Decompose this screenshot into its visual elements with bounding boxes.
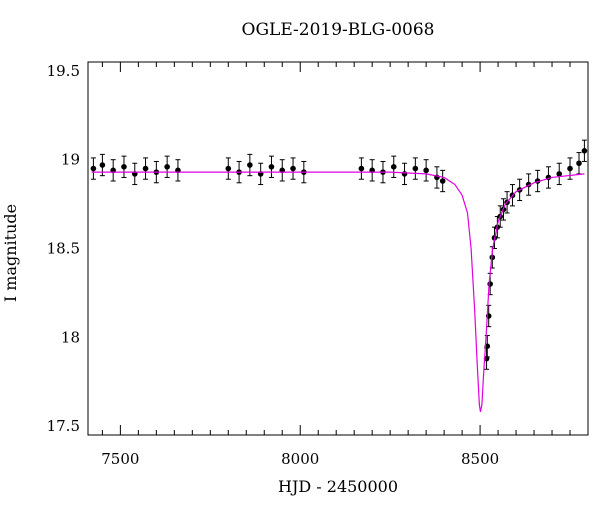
axes-frame-layer (87, 61, 589, 436)
model-curve (91, 171, 585, 413)
data-marker (439, 178, 446, 184)
data-marker (142, 165, 149, 172)
x-tick-label: 8000 (281, 450, 319, 468)
data-point (142, 157, 149, 180)
data-point (390, 155, 397, 178)
data-marker (390, 163, 397, 170)
data-marker (423, 167, 429, 174)
data-point (576, 152, 582, 175)
data-point (175, 159, 181, 182)
data-point (164, 155, 170, 178)
x-tick-label: 7500 (101, 450, 139, 468)
y-tick-label: 17.5 (47, 417, 80, 435)
data-point (581, 139, 588, 162)
data-point (358, 157, 365, 180)
data-marker (90, 165, 97, 172)
data-point (121, 155, 127, 178)
data-marker (401, 171, 408, 177)
data-marker (225, 165, 232, 172)
data-marker (164, 163, 170, 170)
data-point (369, 159, 375, 182)
plot-frame (87, 61, 589, 436)
data-point (439, 169, 446, 193)
y-axis-label: I magnitude (1, 203, 20, 303)
y-tick-label: 18 (61, 328, 80, 346)
x-tick-label: 8500 (461, 450, 499, 468)
data-marker (567, 165, 573, 172)
data-point (279, 159, 286, 182)
data-marker (487, 281, 493, 287)
y-tick-label: 19 (61, 151, 80, 169)
data-point (534, 169, 541, 193)
data-marker (99, 162, 106, 168)
data-marker (556, 171, 563, 177)
data-marker (576, 160, 582, 167)
data-marker (121, 163, 127, 170)
data-point (257, 162, 264, 186)
data-marker (247, 162, 253, 168)
data-marker (412, 165, 419, 172)
x-axis-label: HJD - 2450000 (277, 477, 399, 496)
data-point (434, 166, 440, 189)
data-point (556, 162, 563, 186)
data-point (423, 159, 429, 182)
data-marker (290, 165, 296, 172)
data-marker (358, 165, 365, 172)
data-point (225, 157, 232, 180)
chart-title: OGLE-2019-BLG-0068 (241, 20, 435, 40)
data-point (290, 157, 296, 180)
y-tick-label: 18.5 (47, 240, 80, 258)
data-marker (268, 163, 275, 170)
data-point (90, 157, 97, 180)
data-point (401, 162, 408, 186)
data-point (131, 162, 138, 186)
plot-layer (90, 139, 588, 413)
y-tick-label: 19.5 (47, 62, 80, 80)
tick-layer: 7500 8000 8500 17.5 18 18.5 19 19.5 (47, 62, 589, 468)
data-point (110, 159, 116, 182)
data-marker (581, 148, 588, 154)
data-point (268, 155, 275, 178)
data-point (412, 157, 419, 180)
